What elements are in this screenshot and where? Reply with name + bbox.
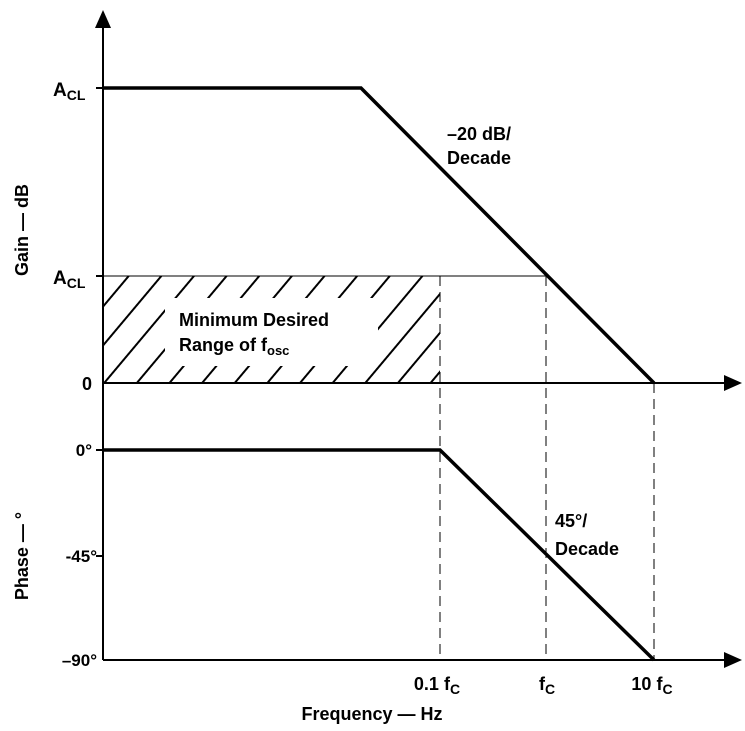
acl-top-sub: CL — [67, 87, 86, 103]
freq-tick-10fc-sub: C — [662, 681, 672, 697]
hatch-label-line2: Range of fosc — [179, 335, 289, 358]
freq-tick-10fc-main: 10 f — [631, 674, 663, 694]
freq-tick-fc-main: f — [539, 674, 546, 694]
y-axis-arrow — [95, 10, 111, 28]
acl-mid-sub: CL — [67, 275, 86, 291]
phase-slope-label-2: Decade — [555, 539, 619, 559]
freq-tick-fc-sub: C — [545, 681, 555, 697]
gain-slope-label-1: –20 dB/ — [447, 124, 511, 144]
phase-tick-45: -45° — [66, 547, 98, 566]
phase-slope-label-1: 45°/ — [555, 511, 587, 531]
phase-curve — [103, 448, 656, 662]
acl-top-main: A — [53, 80, 67, 101]
freq-tick-0p1fc: 0.1 fC — [414, 674, 460, 697]
freq-tick-0p1fc-sub: C — [450, 681, 460, 697]
acl-mid-label: ACL — [53, 268, 86, 291]
gain-slope-label-2: Decade — [447, 148, 511, 168]
gain-zero-label: 0 — [82, 374, 92, 394]
freq-tick-10fc: 10 fC — [631, 674, 672, 697]
freq-tick-fc: fC — [539, 674, 555, 697]
hatch-label-main: Range of f — [179, 335, 268, 355]
frequency-axis-title: Frequency — Hz — [301, 704, 442, 724]
hatch-label-line1: Minimum Desired — [179, 310, 329, 330]
hatch-label-sub: osc — [267, 343, 289, 358]
phase-tick-90: –90° — [62, 651, 97, 670]
hatch-label-background — [165, 298, 378, 366]
gain-curve — [103, 86, 656, 385]
acl-mid-main: A — [53, 268, 67, 289]
gain-axis-title: Gain — dB — [12, 184, 32, 276]
phase-x-axis-arrow — [724, 652, 742, 668]
acl-top-label: ACL — [53, 80, 86, 103]
freq-tick-0p1fc-main: 0.1 f — [414, 674, 451, 694]
phase-tick-0: 0° — [76, 441, 92, 460]
gain-x-axis-arrow — [724, 375, 742, 391]
phase-axis-title: Phase — ° — [12, 512, 32, 600]
